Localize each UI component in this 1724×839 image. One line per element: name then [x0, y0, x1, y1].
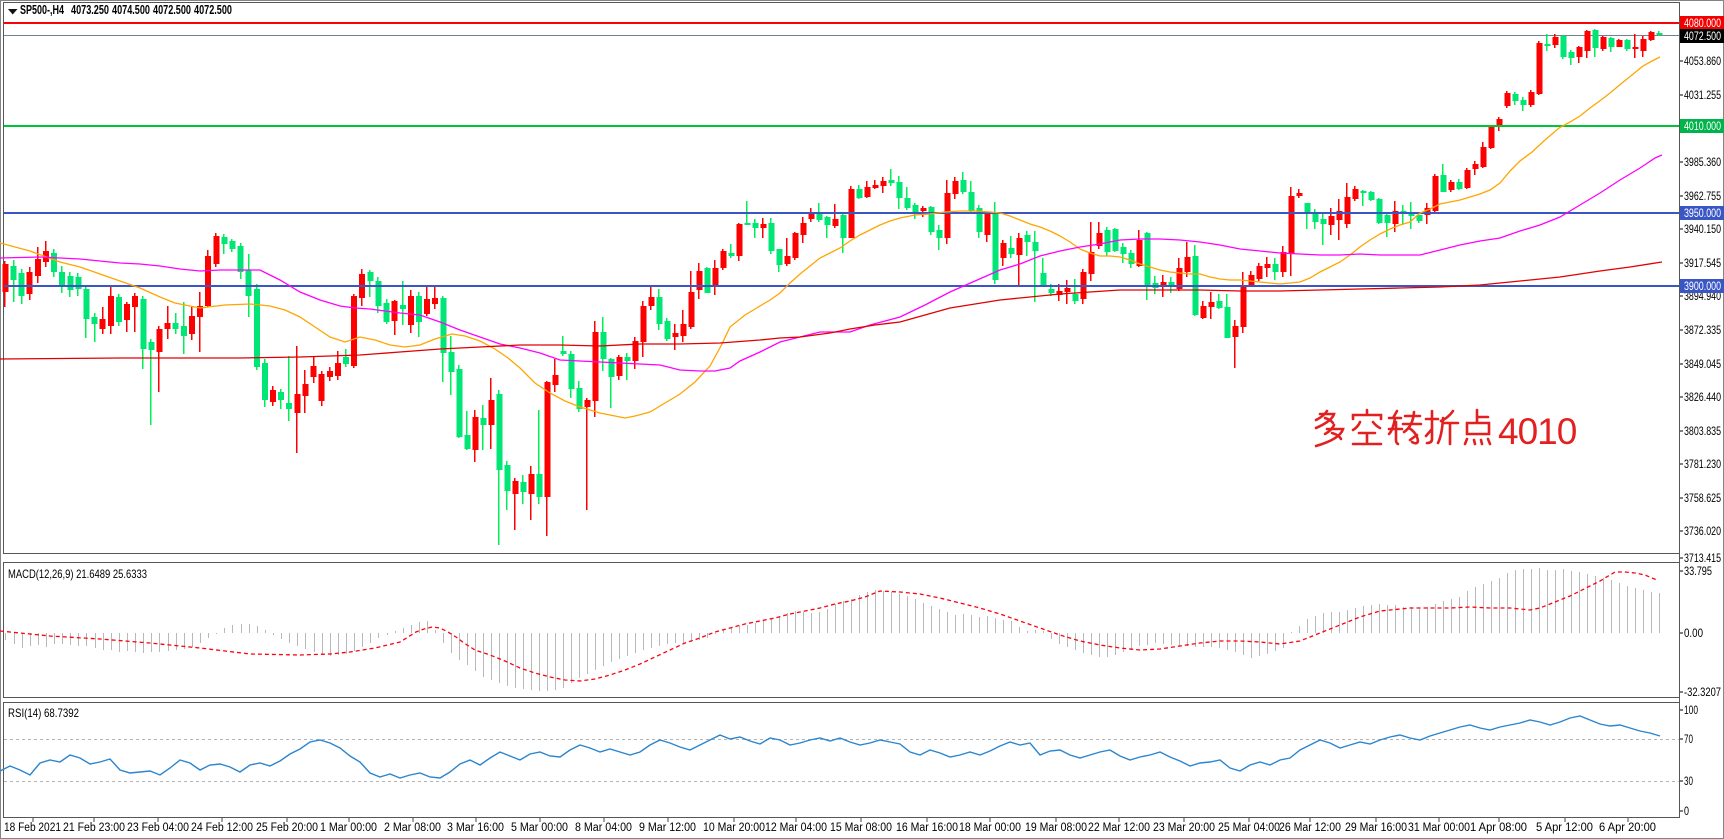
svg-text:25 Feb 20:00: 25 Feb 20:00 [256, 822, 318, 834]
svg-text:30: 30 [1684, 776, 1693, 788]
svg-text:3894.940: 3894.940 [1684, 291, 1721, 303]
svg-text:5 Apr 12:00: 5 Apr 12:00 [1536, 822, 1593, 834]
svg-text:4031.255: 4031.255 [1684, 90, 1721, 102]
svg-text:3917.545: 3917.545 [1684, 258, 1721, 270]
svg-text:0: 0 [1684, 806, 1689, 818]
svg-text:SP500-,H4: SP500-,H4 [20, 3, 64, 17]
svg-text:70: 70 [1684, 734, 1693, 746]
svg-text:3900.000: 3900.000 [1684, 281, 1721, 293]
svg-text:31 Mar 00:00: 31 Mar 00:00 [1408, 822, 1470, 834]
svg-text:3872.335: 3872.335 [1684, 325, 1721, 337]
svg-text:3849.045: 3849.045 [1684, 359, 1721, 371]
svg-text:15 Mar 08:00: 15 Mar 08:00 [830, 822, 892, 834]
svg-text:-32.3207: -32.3207 [1684, 687, 1721, 699]
svg-text:10 Mar 20:00: 10 Mar 20:00 [703, 822, 765, 834]
svg-text:MACD(12,26,9) 21.6489 25.6333: MACD(12,26,9) 21.6489 25.6333 [8, 567, 147, 581]
svg-text:3781.230: 3781.230 [1684, 459, 1721, 471]
svg-text:3962.755: 3962.755 [1684, 191, 1721, 203]
svg-text:24 Feb 12:00: 24 Feb 12:00 [191, 822, 253, 834]
svg-text:23 Mar 20:00: 23 Mar 20:00 [1153, 822, 1215, 834]
svg-text:100: 100 [1684, 705, 1698, 717]
svg-text:33.795: 33.795 [1684, 566, 1712, 578]
svg-text:4072.500: 4072.500 [194, 3, 232, 17]
svg-text:3736.020: 3736.020 [1684, 526, 1721, 538]
svg-text:4073.250: 4073.250 [71, 3, 109, 17]
svg-text:4072.500: 4072.500 [153, 3, 191, 17]
svg-text:3758.625: 3758.625 [1684, 493, 1721, 505]
svg-text:18 Feb 2021: 18 Feb 2021 [4, 822, 61, 834]
svg-text:8 Mar 04:00: 8 Mar 04:00 [575, 822, 632, 834]
svg-text:2 Mar 08:00: 2 Mar 08:00 [384, 822, 441, 834]
svg-text:23 Feb 04:00: 23 Feb 04:00 [127, 822, 189, 834]
svg-text:4010.000: 4010.000 [1684, 121, 1721, 133]
svg-text:3950.000: 3950.000 [1684, 208, 1721, 220]
svg-text:1 Mar 00:00: 1 Mar 00:00 [320, 822, 377, 834]
svg-text:25 Mar 04:00: 25 Mar 04:00 [1218, 822, 1280, 834]
svg-text:4053.860: 4053.860 [1684, 56, 1721, 68]
svg-text:3985.360: 3985.360 [1684, 157, 1721, 169]
svg-text:6 Apr 20:00: 6 Apr 20:00 [1599, 822, 1656, 834]
svg-text:9 Mar 12:00: 9 Mar 12:00 [639, 822, 696, 834]
svg-text:26 Mar 12:00: 26 Mar 12:00 [1279, 822, 1341, 834]
svg-text:18 Mar 00:00: 18 Mar 00:00 [959, 822, 1021, 834]
svg-text:4080.000: 4080.000 [1684, 18, 1721, 30]
svg-text:16 Mar 16:00: 16 Mar 16:00 [896, 822, 958, 834]
svg-text:5 Mar 00:00: 5 Mar 00:00 [511, 822, 568, 834]
svg-text:3940.150: 3940.150 [1684, 224, 1721, 236]
svg-text:4010: 4010 [1498, 411, 1577, 452]
svg-text:RSI(14) 68.7392: RSI(14) 68.7392 [8, 706, 79, 720]
svg-text:3 Mar 16:00: 3 Mar 16:00 [447, 822, 504, 834]
svg-text:3826.440: 3826.440 [1684, 392, 1721, 404]
svg-text:1 Apr 08:00: 1 Apr 08:00 [1470, 822, 1527, 834]
svg-text:4074.500: 4074.500 [112, 3, 150, 17]
svg-text:4072.500: 4072.500 [1684, 31, 1721, 43]
svg-text:29 Mar 16:00: 29 Mar 16:00 [1345, 822, 1407, 834]
svg-text:3803.835: 3803.835 [1684, 426, 1721, 438]
svg-text:19 Mar 08:00: 19 Mar 08:00 [1025, 822, 1087, 834]
svg-text:0.00: 0.00 [1684, 628, 1703, 640]
svg-text:21 Feb 23:00: 21 Feb 23:00 [63, 822, 125, 834]
svg-text:12 Mar 04:00: 12 Mar 04:00 [765, 822, 827, 834]
svg-text:22 Mar 12:00: 22 Mar 12:00 [1088, 822, 1150, 834]
svg-text:3713.415: 3713.415 [1684, 553, 1721, 565]
